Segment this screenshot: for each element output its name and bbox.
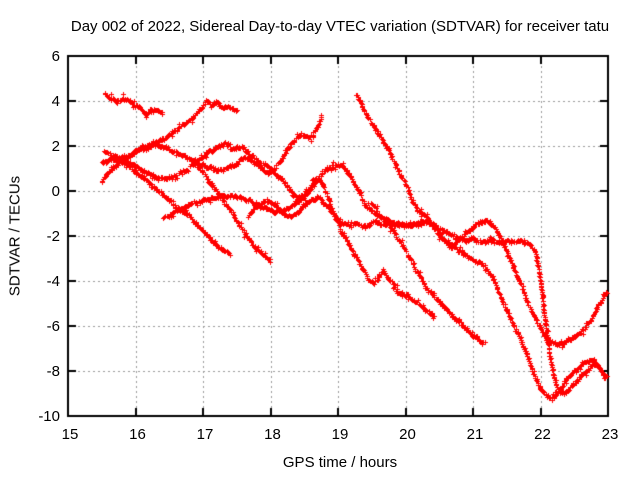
x-tick-label-20: 20	[399, 426, 416, 443]
y-tick-label--6: -6	[46, 318, 60, 335]
x-tick-label-17: 17	[196, 426, 214, 443]
x-tick-label-19: 19	[331, 426, 349, 443]
x-axis-label: GPS time / hours	[282, 454, 398, 471]
y-tick-label--2: -2	[46, 228, 60, 245]
y-tick-label--10: -10	[38, 408, 60, 425]
y-tick-label-0: 0	[51, 183, 60, 200]
y-tick-label-4: 4	[51, 93, 60, 110]
x-tick-label-23: 23	[601, 426, 619, 443]
x-tick-label-18: 18	[264, 426, 281, 443]
x-tick-label-22: 22	[534, 426, 551, 443]
x-tick-label-16: 16	[129, 426, 146, 443]
y-tick-label-6: 6	[51, 48, 60, 65]
x-tick-label-21: 21	[466, 426, 484, 443]
chart-title: Day 002 of 2022, Sidereal Day-to-day VTE…	[70, 18, 610, 35]
y-tick-label-2: 2	[51, 138, 60, 155]
y-tick-label--8: -8	[46, 363, 60, 380]
x-tick-label-15: 15	[61, 426, 79, 443]
y-tick-label--4: -4	[46, 273, 60, 290]
